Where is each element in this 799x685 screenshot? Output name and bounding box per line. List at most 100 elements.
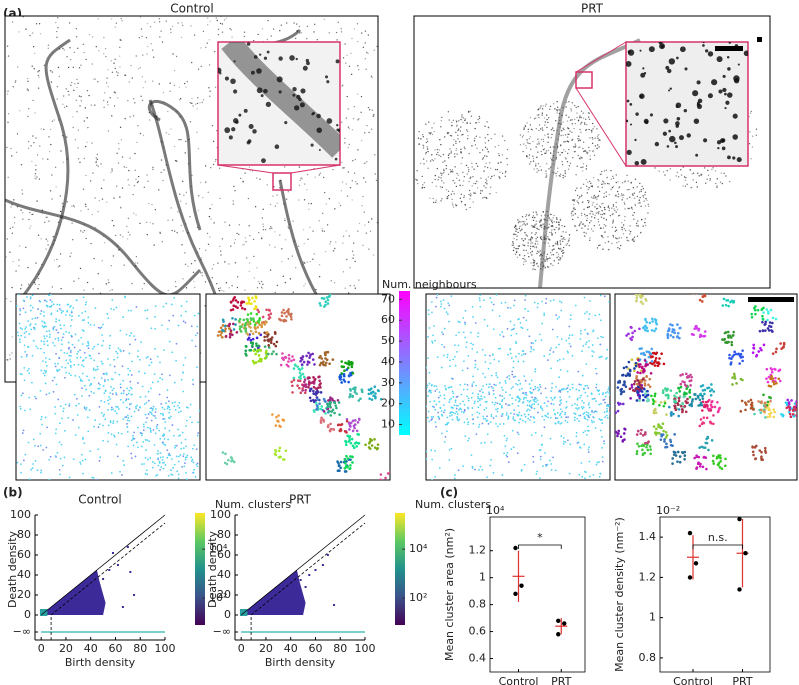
cluster-point (312, 380, 315, 384)
speckle (164, 444, 167, 447)
speckle (109, 344, 111, 347)
speckle (562, 252, 564, 254)
speckle (556, 170, 559, 173)
speckle (421, 175, 423, 178)
speckle (584, 343, 587, 346)
speckle (364, 58, 367, 60)
speckle (230, 78, 236, 85)
cluster-point (244, 349, 248, 353)
speckle (52, 303, 55, 306)
cluster-point (345, 454, 348, 458)
speckle (462, 121, 464, 123)
speckle (423, 163, 425, 165)
speckle (193, 314, 196, 317)
speckle (346, 195, 349, 197)
speckle (110, 433, 113, 436)
speckle (177, 22, 179, 24)
speckle (517, 245, 520, 247)
cluster-point (348, 424, 352, 428)
speckle (145, 421, 148, 424)
speckle (159, 452, 162, 454)
speckle (31, 213, 33, 216)
speckle (200, 431, 202, 433)
speckle (122, 349, 125, 352)
speckle (534, 224, 536, 226)
speckle (175, 55, 178, 58)
speckle (169, 408, 171, 411)
speckle (515, 225, 517, 227)
speckle (469, 331, 472, 334)
speckle (196, 366, 198, 369)
speckle (130, 402, 132, 405)
cluster-point (328, 362, 331, 366)
speckle (47, 44, 50, 46)
speckle (151, 203, 153, 206)
speckle (51, 71, 54, 73)
speckle (253, 255, 255, 258)
cluster-point (252, 349, 256, 352)
speckle (475, 162, 478, 165)
speckle (12, 260, 14, 263)
inset (625, 41, 749, 167)
speckle (144, 309, 147, 312)
speckle (175, 359, 177, 362)
speckle (292, 220, 294, 222)
speckle (181, 483, 183, 485)
speckle (44, 361, 47, 363)
speckle (82, 296, 85, 299)
speckle (87, 316, 90, 319)
speckle (615, 201, 617, 204)
speckle (110, 171, 112, 174)
speckle (195, 496, 197, 498)
speckle (566, 152, 569, 155)
speckle (115, 392, 117, 394)
speckle (180, 224, 182, 227)
speckle (574, 213, 576, 215)
speckle (64, 376, 66, 379)
speckle (447, 190, 450, 192)
speckle (603, 223, 605, 226)
speckle (69, 359, 71, 361)
speckle (438, 154, 440, 156)
speckle (567, 127, 569, 129)
speckle (348, 143, 350, 146)
speckle (58, 441, 61, 444)
speckle (447, 194, 450, 197)
cluster-point (368, 447, 372, 450)
speckle (77, 129, 80, 131)
speckle (452, 119, 455, 122)
speckle (102, 323, 104, 326)
speckle (24, 350, 27, 353)
speckle (709, 178, 711, 180)
speckle (573, 198, 576, 201)
speckle (81, 312, 84, 314)
speckle (242, 181, 244, 183)
speckle (548, 266, 550, 269)
speckle (87, 342, 90, 345)
speckle (431, 154, 433, 156)
speckle (42, 158, 44, 160)
speckle (451, 170, 453, 173)
speckle (92, 476, 95, 479)
speckle (578, 138, 581, 141)
speckle (88, 94, 90, 97)
cluster-point (273, 330, 277, 334)
cluster-point (344, 461, 347, 465)
speckle (67, 66, 70, 69)
speckle (196, 108, 198, 110)
speckle (434, 149, 436, 151)
speckle (524, 215, 527, 218)
speckle (489, 162, 491, 164)
cluster-point (255, 336, 259, 340)
speckle (577, 216, 579, 219)
speckle (639, 182, 641, 185)
speckle (373, 114, 375, 116)
cluster-point (315, 404, 319, 407)
speckle (75, 299, 78, 302)
speckle (556, 112, 558, 114)
speckle (260, 286, 263, 289)
speckle (63, 106, 66, 109)
speckle (236, 286, 239, 289)
speckle (18, 322, 21, 325)
speckle (367, 34, 370, 36)
